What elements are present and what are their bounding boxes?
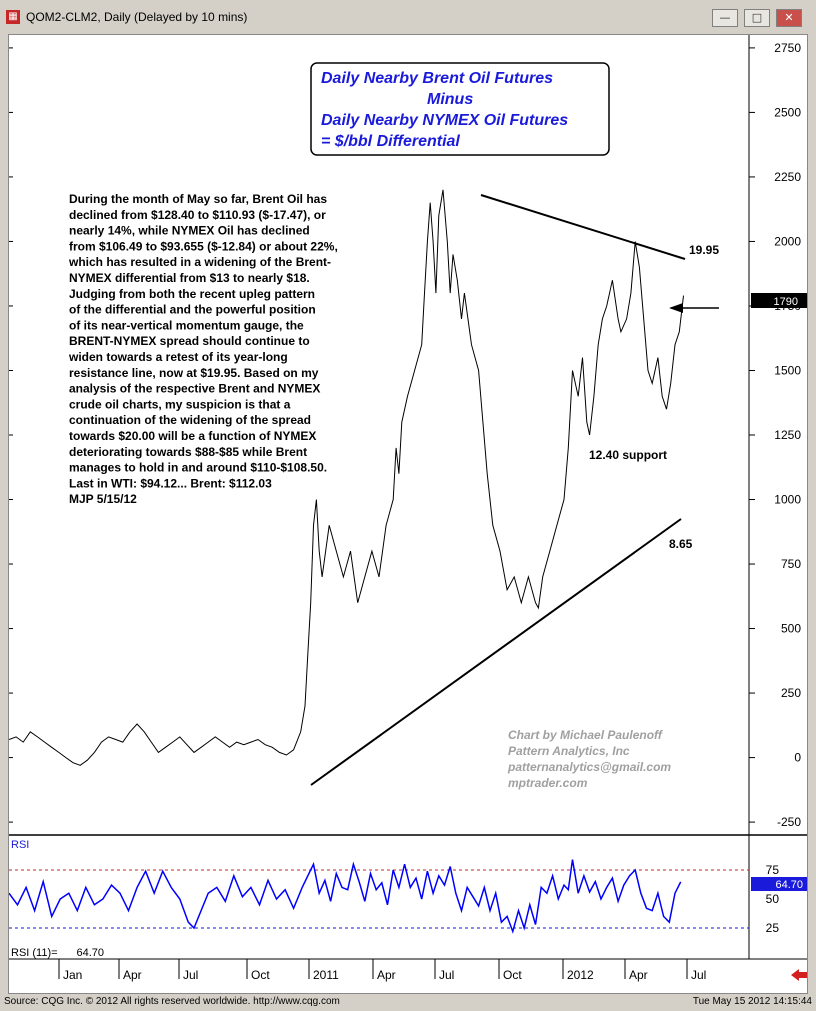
support-trendline (310, 518, 682, 786)
source-text: Source: CQG Inc. © 2012 All rights reser… (4, 996, 340, 1007)
x-axis: Jan Apr Jul Oct 2011 Apr Jul Oct 2012 Apr Jul (58, 959, 706, 982)
rsi-last-value: 64.70 (775, 879, 803, 891)
last-price-value: 1790 (774, 296, 798, 308)
x-tick-label: Apr (123, 968, 142, 982)
resistance-trendline (480, 194, 686, 260)
chart-title: Daily Nearby Brent Oil Futures Minus Daily… (321, 70, 568, 150)
price-tick-label: 500 (781, 622, 801, 636)
price-tick-label: 2000 (774, 234, 801, 248)
rsi-tick-label: 50 (766, 892, 780, 906)
x-tick-label: Jul (439, 968, 454, 982)
x-tick-label: 2012 (567, 968, 594, 982)
x-tick-label: Apr (377, 968, 396, 982)
resistance-label: 19.95 (689, 243, 719, 257)
chart-canvas: -250025050075010001250150017502000225025… (8, 35, 807, 982)
rsi-tick-label: 75 (766, 863, 780, 877)
x-tick-label: Apr (629, 968, 648, 982)
price-tick-label: -250 (777, 815, 801, 829)
title-box (310, 62, 610, 156)
price-tick-label: 1250 (774, 428, 801, 442)
rsi-last-box (751, 877, 807, 891)
rsi-pane: RSI 25 50 75 64.70 RSI (11)= 64.70 (8, 839, 807, 959)
timestamp-text: Tue May 15 2012 14:15:44 (692, 996, 812, 1007)
x-tick-label: Jul (691, 968, 706, 982)
rsi-line (8, 859, 682, 934)
commentary-text: During the month of May so far, Brent Oi… (68, 192, 338, 506)
price-tick-label: 250 (781, 686, 801, 700)
window-title: QOM2-CLM2, Daily (Delayed by 10 mins) (26, 10, 248, 24)
title-bar: ▦ QOM2-CLM2, Daily (Delayed by 10 mins) … (0, 0, 816, 34)
last-price-box (751, 293, 807, 308)
rsi-pane-label: RSI (11, 839, 29, 851)
chart-credit: Chart by Michael Paulenoff Pattern Analyt… (507, 728, 671, 790)
app-icon: ▦ (6, 10, 20, 24)
x-tick-label: Oct (503, 968, 522, 982)
minimize-button[interactable]: — (712, 9, 738, 27)
x-tick-label: Oct (251, 968, 270, 982)
support-mid-label: 12.40 support (589, 448, 667, 462)
price-tick-label: 2750 (774, 41, 801, 55)
spread-price-line (8, 189, 684, 766)
price-tick-label: 1500 (774, 363, 801, 377)
status-bar: Source: CQG Inc. © 2012 All rights reser… (0, 994, 816, 1011)
price-tick-label: 0 (794, 751, 801, 765)
rsi-legend-value: 64.70 (76, 947, 104, 959)
close-button[interactable]: ✕ (776, 9, 802, 27)
price-tick-label: 750 (781, 557, 801, 571)
price-tick-label: 1000 (774, 493, 801, 507)
restore-button[interactable]: □ (744, 9, 770, 27)
price-pane: -250025050075010001250150017502000225025… (8, 35, 807, 960)
rsi-tick-label: 25 (766, 921, 780, 935)
pointer-arrow-head (669, 303, 683, 313)
chart-area: -250025050075010001250150017502000225025… (8, 34, 808, 994)
scroll-right-arrow-icon[interactable] (791, 969, 807, 981)
rsi-legend: RSI (11)= (11, 947, 58, 959)
x-tick-label: 2011 (313, 968, 339, 982)
x-tick-label: Jan (63, 968, 82, 982)
x-tick-label: Jul (183, 968, 198, 982)
price-tick-label: 2500 (774, 105, 801, 119)
price-tick-label: 2250 (774, 170, 801, 184)
support-low-label: 8.65 (669, 537, 693, 551)
